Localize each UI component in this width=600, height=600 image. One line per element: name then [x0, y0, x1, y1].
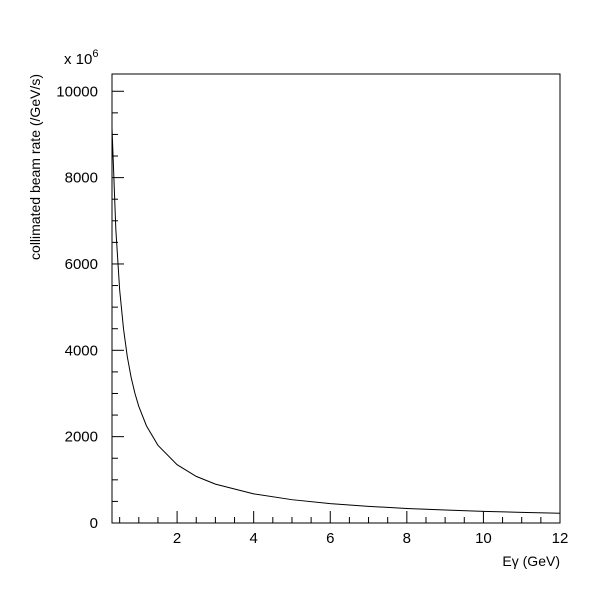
- x-tick-label: 10: [475, 530, 492, 547]
- y-tick-label: 0: [90, 515, 98, 532]
- y-tick-label: 4000: [65, 342, 98, 359]
- minor-ticks: [112, 112, 542, 523]
- y-tick-label: 2000: [65, 429, 98, 446]
- x-axis-title: Eγ (GeV): [502, 553, 560, 569]
- x-tick-label: 6: [326, 530, 334, 547]
- plot-frame: [111, 73, 561, 524]
- y-tick-label: 6000: [65, 256, 98, 273]
- y-tick-label: 10000: [56, 83, 98, 100]
- y-multiplier-base: x 10: [64, 51, 92, 68]
- y-tick-label: 8000: [65, 170, 98, 187]
- x-tick-label: 12: [552, 530, 569, 547]
- y-axis-title: collimated beam rate (/GeV/s): [27, 74, 43, 260]
- x-tick-labels: 2 4 6 8 10 12: [173, 530, 568, 547]
- series-line: [111, 127, 561, 514]
- x-tick-label: 2: [173, 530, 181, 547]
- y-tick-labels: 0 2000 4000 6000 8000 10000: [56, 83, 98, 532]
- y-multiplier: x 106: [64, 48, 98, 68]
- major-ticks: [112, 90, 561, 524]
- y-multiplier-exponent: 6: [92, 48, 98, 60]
- x-tick-label: 8: [403, 530, 411, 547]
- x-tick-label: 4: [250, 530, 258, 547]
